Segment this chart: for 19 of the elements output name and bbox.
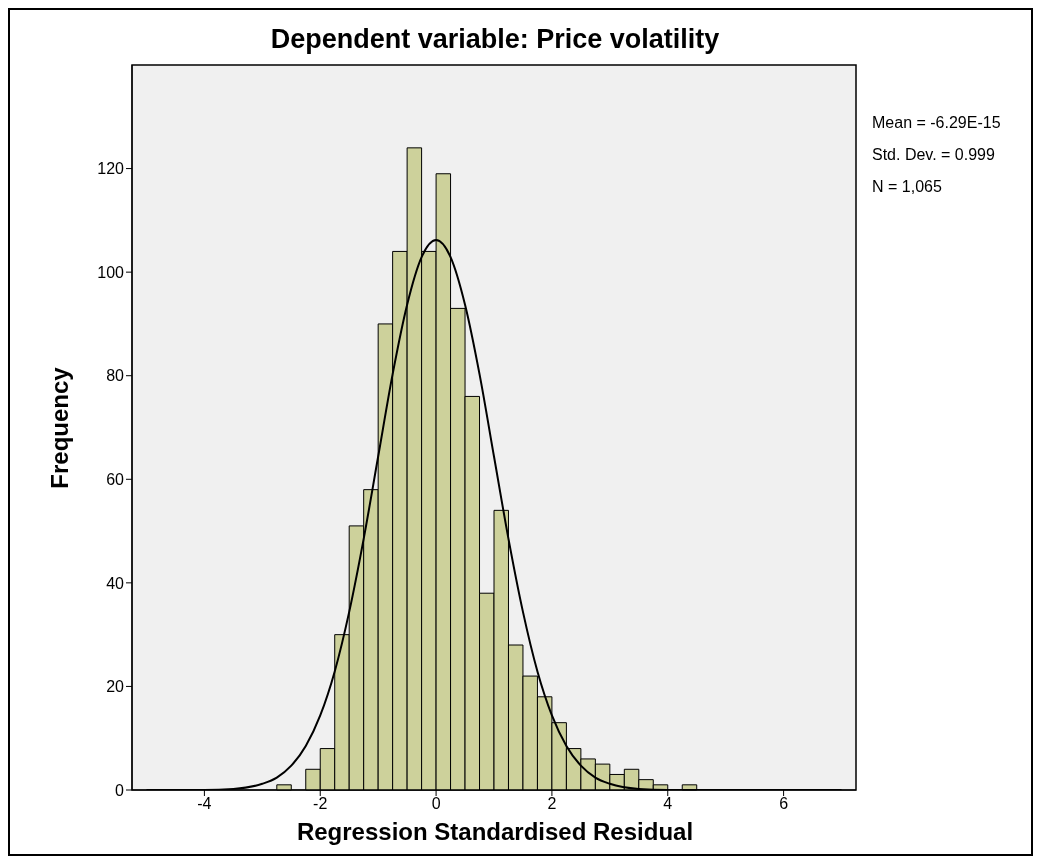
chart-title: Dependent variable: Price volatility xyxy=(269,24,721,55)
y-tick-label: 120 xyxy=(97,160,125,178)
y-tick-label: 60 xyxy=(106,470,125,488)
y-axis-title: Frequency xyxy=(46,367,74,489)
x-tick-label: 4 xyxy=(663,795,673,813)
y-tick-label: 40 xyxy=(106,574,125,592)
text: Std. Dev. = 0.999 xyxy=(872,146,996,164)
x-tick-label: 6 xyxy=(779,795,789,813)
x-tick-label: 0 xyxy=(431,795,441,813)
x-tick-label: 2 xyxy=(547,795,557,813)
y-tick-label: 100 xyxy=(97,263,125,281)
y-tick-label: 0 xyxy=(115,781,125,799)
x-tick-label: -2 xyxy=(313,795,328,813)
x-axis-title: Regression Standardised Residual xyxy=(295,818,695,846)
x-tick-label: -4 xyxy=(197,795,212,813)
text: Mean = -6.29E-15 xyxy=(872,114,1001,132)
y-tick-label: 80 xyxy=(106,367,125,385)
text: N = 1,065 xyxy=(872,178,943,196)
y-tick-label: 20 xyxy=(106,678,125,696)
